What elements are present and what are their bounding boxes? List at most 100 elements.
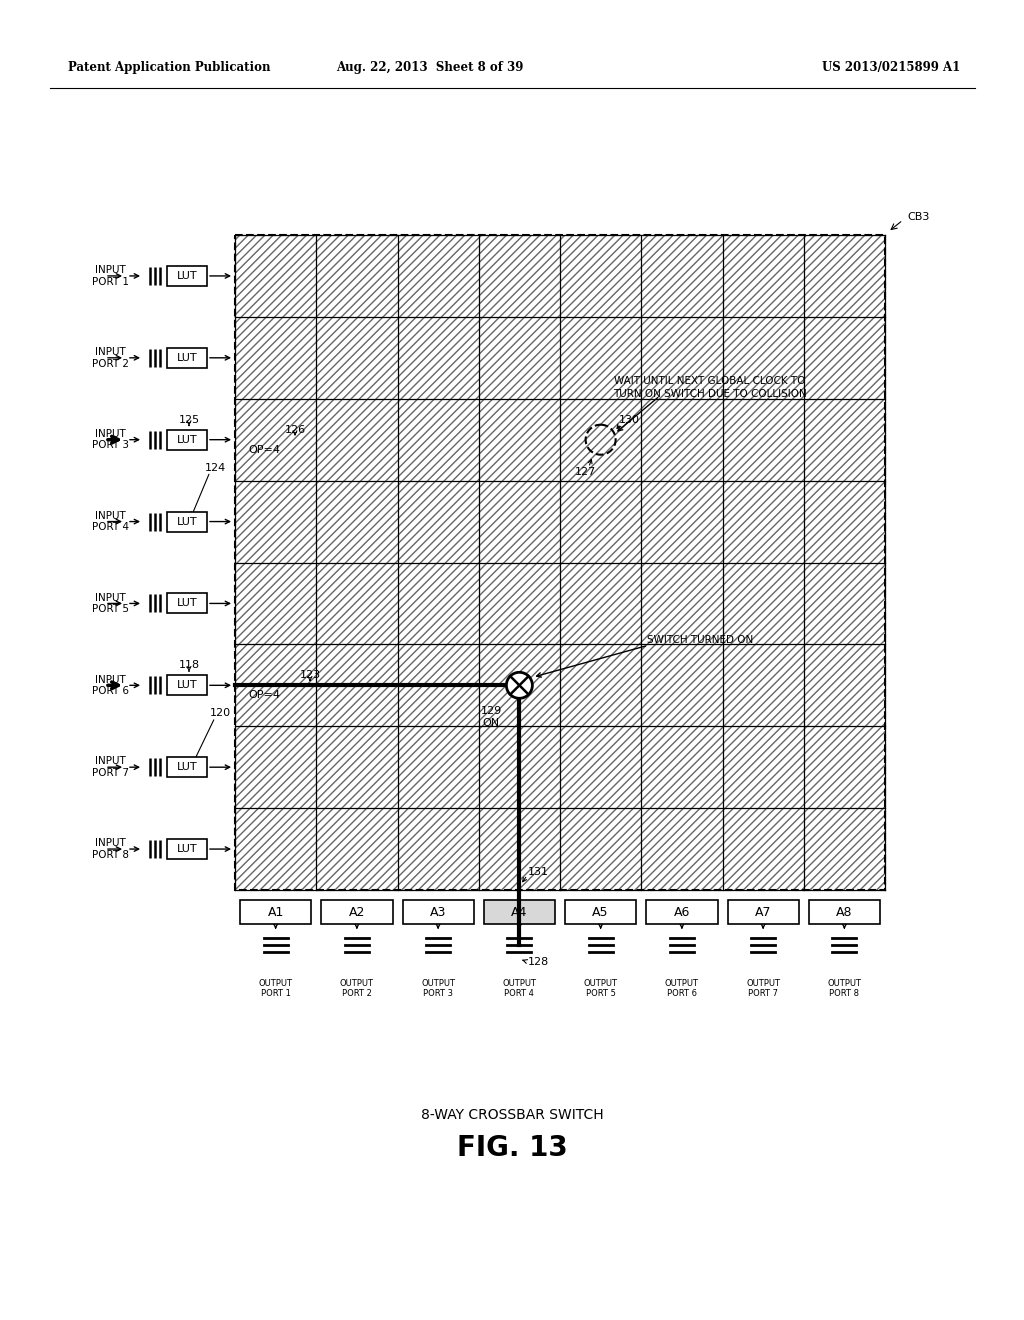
Bar	[479, 317, 560, 399]
Bar	[316, 317, 397, 399]
Bar	[641, 562, 723, 644]
Bar	[560, 235, 641, 317]
Bar	[234, 562, 316, 644]
Text: ON: ON	[482, 718, 500, 729]
Bar	[641, 808, 723, 890]
Bar	[479, 726, 560, 808]
Bar	[397, 644, 479, 726]
Bar	[646, 900, 718, 924]
Text: INPUT
PORT 6: INPUT PORT 6	[91, 675, 128, 696]
Bar	[316, 399, 397, 480]
Circle shape	[507, 672, 532, 698]
Bar	[240, 900, 311, 924]
Bar	[723, 644, 804, 726]
Text: OP=4: OP=4	[248, 445, 280, 454]
Text: A8: A8	[837, 906, 853, 919]
Bar	[804, 317, 885, 399]
Bar	[483, 900, 555, 924]
Bar	[234, 480, 316, 562]
Bar	[727, 900, 799, 924]
Bar	[723, 317, 804, 399]
Bar	[641, 317, 723, 399]
Bar	[723, 562, 804, 644]
Bar	[723, 399, 804, 480]
Text: Aug. 22, 2013  Sheet 8 of 39: Aug. 22, 2013 Sheet 8 of 39	[336, 62, 523, 74]
Bar	[479, 562, 560, 644]
Bar	[316, 644, 397, 726]
Bar	[804, 644, 885, 726]
Text: 131: 131	[527, 867, 549, 876]
Bar	[397, 808, 479, 890]
Bar	[641, 399, 723, 480]
Text: 130: 130	[618, 414, 640, 425]
Text: 126: 126	[285, 425, 305, 434]
Text: 125: 125	[178, 414, 200, 425]
Bar	[560, 562, 641, 644]
Bar	[560, 644, 641, 726]
Text: A2: A2	[349, 906, 366, 919]
Text: OP=4: OP=4	[248, 690, 280, 701]
Bar	[316, 562, 397, 644]
Bar	[723, 317, 804, 399]
Bar	[234, 317, 316, 399]
Bar	[560, 480, 641, 562]
Text: INPUT
PORT 7: INPUT PORT 7	[91, 756, 128, 777]
Text: 129: 129	[480, 706, 502, 717]
Text: WAIT UNTIL NEXT GLOBAL CLOCK TO
TURN ON SWITCH DUE TO COLLISION: WAIT UNTIL NEXT GLOBAL CLOCK TO TURN ON …	[613, 376, 807, 399]
Bar	[804, 235, 885, 317]
Bar	[316, 399, 397, 480]
Bar	[560, 726, 641, 808]
Text: 118: 118	[178, 660, 200, 671]
Bar	[234, 644, 316, 726]
Bar	[316, 480, 397, 562]
Bar	[804, 480, 885, 562]
Bar	[560, 726, 641, 808]
Bar	[316, 235, 397, 317]
Bar	[560, 235, 641, 317]
Bar	[316, 235, 397, 317]
Text: US 2013/0215899 A1: US 2013/0215899 A1	[821, 62, 961, 74]
Bar	[316, 726, 397, 808]
Bar	[316, 317, 397, 399]
Bar	[479, 726, 560, 808]
Bar	[560, 317, 641, 399]
Bar	[560, 808, 641, 890]
Bar	[234, 399, 316, 480]
Bar	[397, 808, 479, 890]
Text: INPUT
PORT 3: INPUT PORT 3	[91, 429, 128, 450]
Bar	[479, 480, 560, 562]
Bar	[167, 840, 207, 859]
Bar	[804, 235, 885, 317]
Bar	[397, 480, 479, 562]
Bar	[234, 726, 316, 808]
Bar	[397, 235, 479, 317]
Bar	[804, 562, 885, 644]
Bar	[316, 562, 397, 644]
Bar	[479, 644, 560, 726]
Text: OUTPUT
PORT 6: OUTPUT PORT 6	[665, 979, 698, 998]
Text: A5: A5	[592, 906, 609, 919]
Bar	[479, 399, 560, 480]
Text: OUTPUT
PORT 8: OUTPUT PORT 8	[827, 979, 861, 998]
Bar	[723, 235, 804, 317]
Bar	[234, 726, 316, 808]
Bar	[641, 235, 723, 317]
Bar	[397, 644, 479, 726]
Text: LUT: LUT	[177, 271, 198, 281]
Text: LUT: LUT	[177, 516, 198, 527]
Bar	[641, 562, 723, 644]
Bar	[641, 235, 723, 317]
Bar	[479, 808, 560, 890]
Text: OUTPUT
PORT 7: OUTPUT PORT 7	[746, 979, 780, 998]
Bar	[167, 512, 207, 532]
Bar	[316, 808, 397, 890]
Text: A6: A6	[674, 906, 690, 919]
Bar	[641, 480, 723, 562]
Bar	[316, 644, 397, 726]
Bar	[397, 317, 479, 399]
Bar	[322, 900, 392, 924]
Bar	[723, 399, 804, 480]
Bar	[804, 726, 885, 808]
Text: OUTPUT
PORT 4: OUTPUT PORT 4	[503, 979, 537, 998]
Bar	[234, 644, 316, 726]
